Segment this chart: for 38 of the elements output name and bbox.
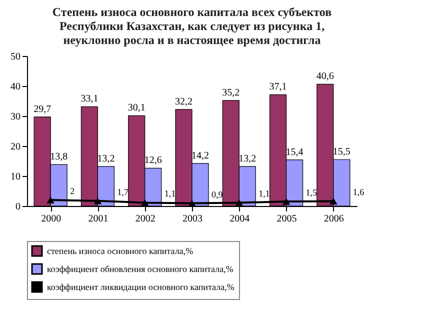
data-label: 32,2 [175,96,192,108]
x-tick-label: 2002 [135,214,156,224]
x-tick-label: 2001 [88,214,108,224]
data-label: 13,2 [97,153,115,164]
data-label: 0,9 [212,189,224,200]
data-label: 15,4 [286,146,304,158]
data-label: 13,8 [50,152,68,163]
data-label: 14,2 [192,150,209,162]
data-label: 29,7 [34,104,52,115]
y-tick-label: 50 [10,52,20,62]
data-label: 35,2 [222,87,240,98]
data-label: 40,6 [316,71,334,82]
data-label: 13,2 [238,153,256,164]
data-label: 37,1 [269,82,287,93]
data-label: 15,5 [332,146,350,158]
data-label: 30,1 [128,102,146,114]
x-tick-label: 2003 [182,214,202,224]
text: Республики Казахстан, как следует из рисунка 1, [59,19,325,33]
text: неуклонно росла и в настоящее время достигла [63,33,321,47]
data-label: 1,1 [258,188,270,199]
x-tick-label: 2004 [230,214,250,224]
x-tick-label: 2000 [41,214,62,224]
y-tick-label: 0 [16,202,20,212]
data-label: 2 [70,186,75,196]
data-label: 1,6 [352,187,365,198]
data-label: 33,1 [80,94,98,105]
y-tick-label: 10 [10,172,20,182]
y-tick-label: 40 [10,82,20,92]
data-label: 12,6 [144,155,162,166]
x-tick-label: 2006 [324,214,344,224]
y-tick-label: 20 [10,142,20,152]
y-tick-label: 30 [10,112,20,122]
x-tick-label: 2005 [276,214,297,224]
data-label: 1,1 [164,188,176,199]
legend-label: степень износа основного капитала,% [47,246,194,256]
legend-label: коэффициент обновления основного капитала,% [47,264,234,274]
legend-label: коэффициент ликвидации основного капитала,% [47,282,235,292]
text: Степень износа основного капитала всех субъектов [52,5,332,19]
